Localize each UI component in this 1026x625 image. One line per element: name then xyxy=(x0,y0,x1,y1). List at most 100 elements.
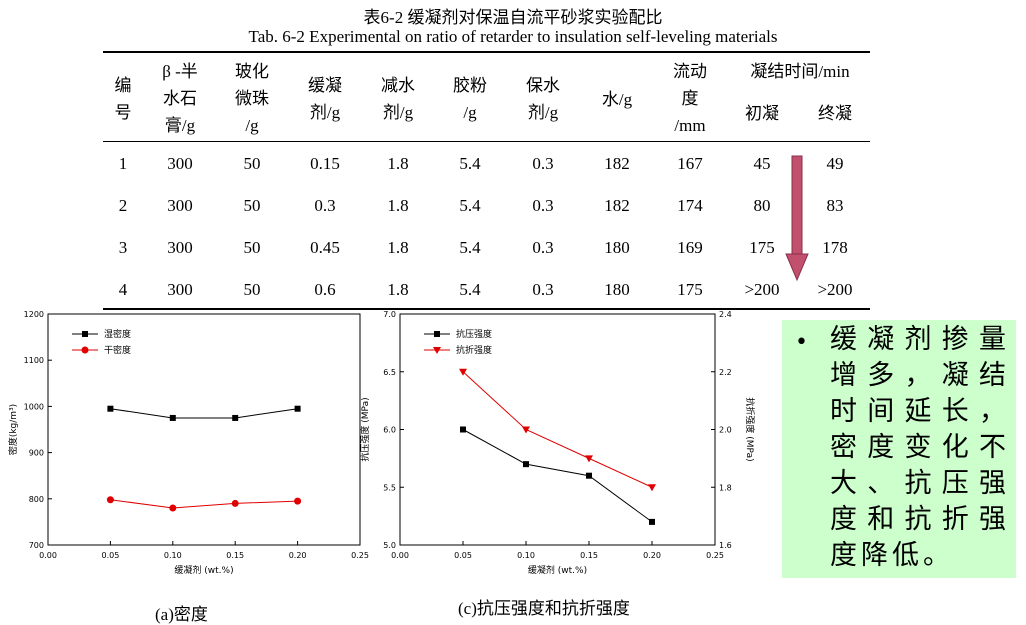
x-axis-label: 缓凝剂 (wt.%) xyxy=(174,564,233,576)
table-cell: 175 xyxy=(677,280,703,299)
data-point xyxy=(459,368,467,376)
caption-strength: (c)抗压强度和抗折强度 xyxy=(458,599,630,618)
data-point xyxy=(522,426,530,434)
table-cell: 0.3 xyxy=(532,238,554,257)
data-point xyxy=(586,472,592,479)
y-tick-label: 6.0 xyxy=(383,426,396,435)
table-header-rule xyxy=(103,141,870,142)
table-cell: 0.3 xyxy=(532,154,554,173)
y2-tick-label: 2.0 xyxy=(719,426,732,435)
data-point xyxy=(106,496,114,504)
y-tick-label: 6.5 xyxy=(383,368,396,377)
y-tick-label: 800 xyxy=(29,495,44,504)
y2-axis-label: 抗折强度 (MPa) xyxy=(744,397,756,461)
data-point xyxy=(232,414,239,421)
table-cell: 300 xyxy=(167,238,193,257)
y2-tick-label: 2.4 xyxy=(719,310,732,319)
table-cell: 50 xyxy=(243,238,261,257)
legend-marker xyxy=(434,331,440,337)
data-point xyxy=(294,405,301,412)
data-point xyxy=(169,414,176,421)
y-tick-label: 5.5 xyxy=(383,483,396,492)
table-cell: 169 xyxy=(677,238,703,257)
y-tick-label: 1000 xyxy=(24,402,44,411)
data-point xyxy=(231,499,239,507)
data-point xyxy=(585,455,593,463)
table-cell: 0.15 xyxy=(310,154,340,173)
table-cell: >200 xyxy=(817,280,853,299)
y-tick-label: 7.0 xyxy=(383,310,396,319)
y-tick-label: 1200 xyxy=(24,310,44,319)
legend-label: 抗压强度 xyxy=(456,328,492,340)
table-cell: 300 xyxy=(167,280,193,299)
legend-label: 抗折强度 xyxy=(456,344,492,356)
table-top-rule xyxy=(103,51,870,53)
table-cell: 180 xyxy=(604,238,630,257)
y-tick-label: 1100 xyxy=(24,356,44,365)
table-cell: 178 xyxy=(822,238,848,257)
x-tick-label: 0.10 xyxy=(164,551,182,560)
table-cell: 182 xyxy=(604,196,630,215)
data-point xyxy=(169,504,177,512)
strength-chart: 0.00 0.05 0.10 0.15 0.20 0.25 5.0 5.5 6.0 6.5 7.0 1… xyxy=(360,310,756,576)
table-bottom-rule xyxy=(103,308,870,310)
plot-frame xyxy=(399,313,716,546)
series-line xyxy=(462,429,653,523)
x-tick-label: 0.15 xyxy=(226,551,244,560)
y-axis-label: 密度(kg/m³) xyxy=(7,404,19,455)
header-setting-time: 凝结时间/min xyxy=(750,62,850,81)
x-tick-label: 0.00 xyxy=(391,551,409,560)
header-water-reducer: 减水 剂/g xyxy=(381,76,415,122)
table-cell: 180 xyxy=(604,280,630,299)
data-point xyxy=(460,426,466,433)
table-cell: 50 xyxy=(243,196,261,215)
legend-marker xyxy=(433,347,441,354)
header-initial-set: 初凝 xyxy=(745,104,779,123)
table-cell: 4 xyxy=(118,280,128,299)
table-cell: 300 xyxy=(167,154,193,173)
table-title-en: Tab. 6-2 Experimental on ratio of retard… xyxy=(248,27,778,46)
header-retarder: 缓凝 剂/g xyxy=(308,76,342,122)
table-cell: 1.8 xyxy=(387,238,409,257)
table-cell: 5.4 xyxy=(459,238,481,257)
summary-text: 缓凝剂掺量增多，凝结时间延长，密度变化不大、抗压强度和抗折强度降低。 xyxy=(830,324,1010,571)
y-tick-label: 5.0 xyxy=(383,541,396,550)
table-cell: 0.3 xyxy=(314,196,336,215)
table-cell: 80 xyxy=(753,196,771,215)
table-cell: 0.3 xyxy=(532,196,554,215)
series-line xyxy=(462,371,653,488)
header-final-set: 终凝 xyxy=(818,104,852,123)
table-cell: 1 xyxy=(118,154,128,173)
x-tick-label: 0.25 xyxy=(706,551,724,560)
header-water-retention: 保水 剂/g xyxy=(526,76,560,122)
legend-label: 干密度 xyxy=(104,344,131,356)
x-tick-label: 0.20 xyxy=(289,551,307,560)
y2-tick-label: 1.8 xyxy=(719,483,732,492)
x-tick-label: 0.05 xyxy=(454,551,472,560)
table-title-cn: 表6-2 缓凝剂对保温自流平砂浆实验配比 xyxy=(363,8,663,27)
table-cell: 0.6 xyxy=(314,280,336,299)
table-cell: 49 xyxy=(826,154,844,173)
table-cell: 5.4 xyxy=(459,280,481,299)
data-point xyxy=(649,518,655,525)
table-cell: 50 xyxy=(243,280,261,299)
header-fluidity: 流动 度 /mm xyxy=(673,62,707,135)
y-tick-label: 900 xyxy=(29,449,44,458)
table-cell: 1.8 xyxy=(387,280,409,299)
data-point xyxy=(294,497,302,505)
x-tick-label: 0.10 xyxy=(517,551,535,560)
table-cell: 1.8 xyxy=(387,196,409,215)
data-point xyxy=(107,405,114,412)
data-point xyxy=(648,484,656,492)
x-tick-label: 0.00 xyxy=(39,551,57,560)
data-point xyxy=(523,461,529,468)
legend-marker xyxy=(82,331,88,337)
legend-label: 湿密度 xyxy=(104,328,131,340)
plot-frame xyxy=(47,313,361,546)
table-cell: 3 xyxy=(118,238,128,257)
x-tick-label: 0.20 xyxy=(643,551,661,560)
y-axis-label: 抗压强度 (MPa) xyxy=(360,397,371,461)
caption-density: (a)密度 xyxy=(155,605,208,624)
series-line xyxy=(110,408,298,419)
table-cell: 1.8 xyxy=(387,154,409,173)
